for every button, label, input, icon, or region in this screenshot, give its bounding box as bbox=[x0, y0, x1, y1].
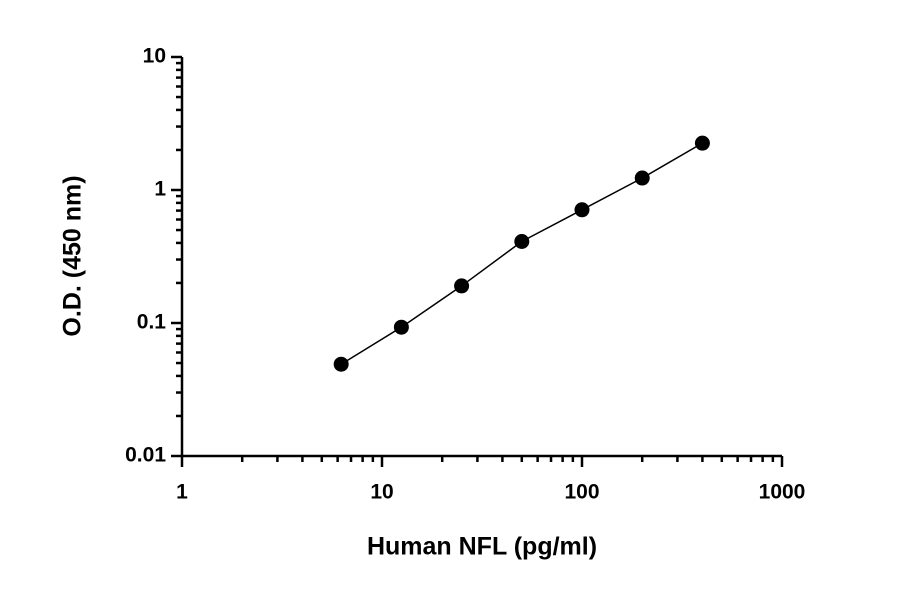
x-axis-label: Human NFL (pg/ml) bbox=[367, 533, 597, 561]
x-tick-label: 1 bbox=[176, 481, 188, 504]
point bbox=[694, 135, 710, 151]
y-tick-label: 0.01 bbox=[125, 444, 166, 467]
point bbox=[514, 233, 530, 249]
x-tick-label: 100 bbox=[564, 481, 599, 504]
y-tick-label: 10 bbox=[143, 45, 166, 68]
point bbox=[634, 170, 650, 186]
x-tick-label: 10 bbox=[370, 481, 393, 504]
point bbox=[333, 356, 349, 372]
point bbox=[393, 319, 409, 335]
x-tick-label: 1000 bbox=[759, 481, 806, 504]
y-tick-label: 1 bbox=[154, 178, 166, 201]
point bbox=[574, 202, 590, 218]
point bbox=[454, 278, 470, 294]
y-tick-label: 0.1 bbox=[137, 311, 167, 334]
y-axis-label: O.D. (450 nm) bbox=[59, 175, 87, 336]
